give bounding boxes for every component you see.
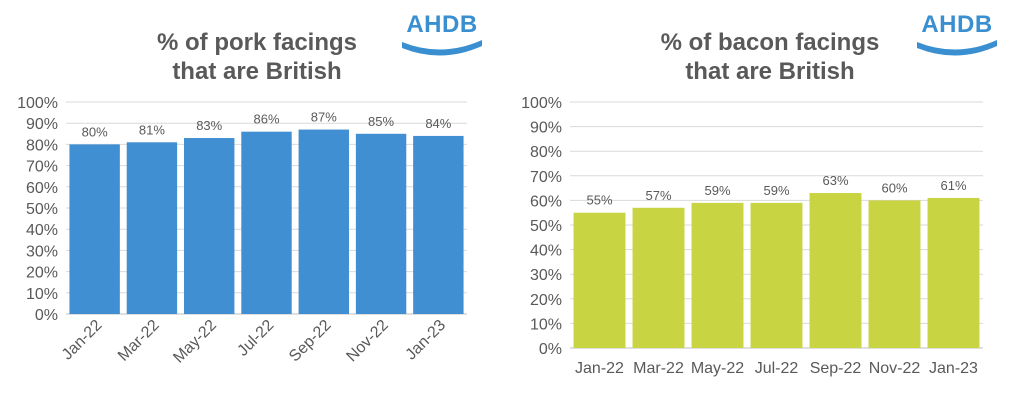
bacon-chart-panel: % of bacon facings that are British AHDB…: [512, 0, 1024, 400]
data-label: 84%: [425, 116, 451, 131]
y-tick-label: 20%: [530, 292, 562, 309]
y-tick-label: 50%: [530, 218, 562, 235]
data-label: 86%: [253, 112, 279, 127]
pork-bar-chart: 0% 10% 20% 30% 40% 50% 60% 70% 80% 90% 100% 80% Jan-…: [17, 95, 467, 367]
y-tick-label: 10%: [26, 286, 58, 303]
y-tick-label: 60%: [26, 180, 58, 197]
bar: [241, 131, 292, 314]
data-label: 85%: [368, 114, 394, 129]
x-tick-label: Mar-22: [633, 360, 684, 377]
bar: [868, 200, 921, 348]
y-tick-label: 80%: [530, 144, 562, 161]
data-label: 60%: [881, 180, 907, 195]
pork-chart-title-line-2: that are British: [172, 58, 342, 85]
y-tick-label: 100%: [17, 95, 58, 112]
x-tick-label: Jan-23: [403, 317, 450, 364]
y-tick-label: 90%: [26, 116, 58, 133]
y-tick-label: 90%: [530, 120, 562, 137]
y-tick-label: 70%: [530, 169, 562, 186]
bacon-chart-title: % of bacon facings that are British: [620, 28, 920, 86]
pork-chart-panel: % of pork facings that are British AHDB …: [17, 12, 484, 367]
y-tick-label: 10%: [530, 316, 562, 333]
x-tick-label: Sep-22: [810, 360, 862, 377]
x-tick-label: Sep-22: [286, 317, 335, 366]
data-label: 57%: [645, 188, 671, 203]
bacon-bar-chart: 0% 10% 20% 30% 40% 50% 60% 70% 80% 90% 100% 55% Jan-…: [521, 95, 983, 377]
pork-chart-title-line-1: % of pork facings: [156, 29, 358, 56]
y-tick-label: 30%: [530, 267, 562, 284]
data-label: 63%: [822, 173, 848, 188]
wave-icon: [917, 40, 997, 56]
y-tick-label: 70%: [26, 159, 58, 176]
y-tick-label: 80%: [26, 137, 58, 154]
y-tick-label: 20%: [26, 265, 58, 282]
ahdb-logo: AHDB: [400, 12, 484, 64]
bar: [184, 138, 235, 314]
bar: [355, 133, 407, 314]
y-tick-label: 50%: [26, 201, 58, 218]
y-tick-label: 40%: [26, 222, 58, 239]
x-tick-label: Mar-22: [115, 317, 163, 365]
y-tick-label: 30%: [26, 243, 58, 260]
pork-chart-title: % of pork facings that are British: [112, 28, 402, 86]
x-tick-label: Jul-22: [234, 317, 277, 360]
ahdb-logo-text: AHDB: [921, 11, 993, 38]
y-tick-label: 60%: [530, 193, 562, 210]
data-label: 55%: [586, 193, 612, 208]
y-tick-label: 100%: [521, 95, 562, 112]
wave-icon: [402, 40, 482, 56]
bar: [750, 202, 803, 348]
data-label: 59%: [704, 183, 730, 198]
y-tick-label: 40%: [530, 243, 562, 260]
bar: [413, 135, 464, 314]
data-label: 61%: [940, 178, 966, 193]
bar: [298, 129, 349, 314]
bar: [809, 193, 862, 348]
bacon-chart-title-line-2: that are British: [685, 58, 855, 85]
y-tick-label: 0%: [539, 341, 562, 358]
bacon-chart-title-line-1: % of bacon facings: [660, 29, 880, 56]
bar: [632, 207, 685, 348]
bar: [927, 197, 980, 348]
ahdb-logo: AHDB: [915, 12, 999, 64]
x-tick-label: May-22: [691, 360, 744, 377]
x-tick-label: Nov-22: [869, 360, 921, 377]
x-tick-label: Jan-23: [929, 360, 978, 377]
x-tick-label: Jul-22: [755, 360, 799, 377]
bar: [69, 144, 120, 314]
data-label: 81%: [139, 122, 165, 137]
x-tick-label: Jan-22: [575, 360, 624, 377]
x-tick-label: Nov-22: [343, 317, 392, 366]
bar: [691, 202, 744, 348]
x-tick-label: Jan-22: [59, 317, 106, 364]
data-label: 87%: [311, 110, 337, 125]
bar: [573, 212, 626, 348]
data-label: 80%: [82, 124, 108, 139]
bar: [126, 142, 178, 314]
y-tick-label: 0%: [35, 307, 58, 324]
data-label: 83%: [196, 118, 222, 133]
ahdb-logo-text: AHDB: [406, 11, 478, 38]
data-label: 59%: [763, 183, 789, 198]
x-tick-label: May-22: [170, 317, 220, 367]
